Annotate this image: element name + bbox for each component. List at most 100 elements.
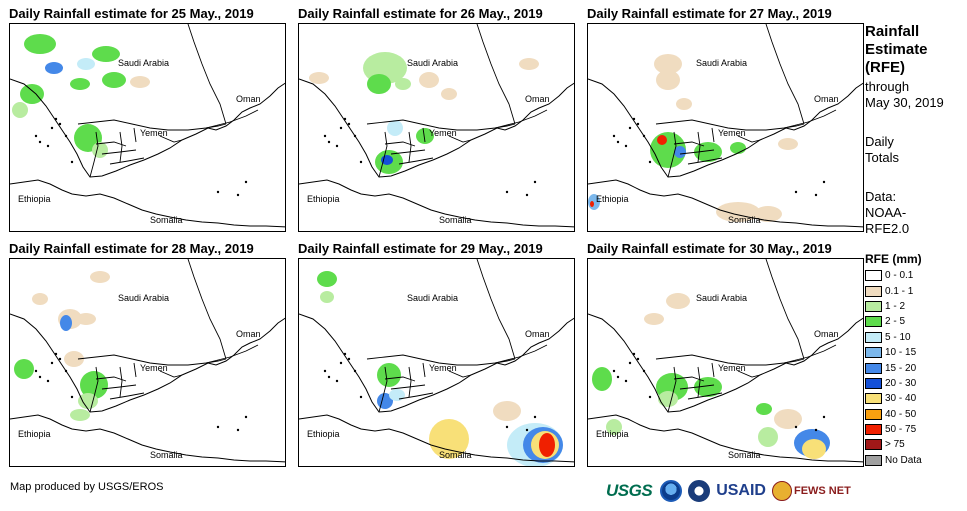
rain-cell — [694, 377, 722, 397]
admin-border — [366, 354, 516, 366]
country-borders — [588, 259, 863, 463]
logo-strip: USGS USAID FEWS NET — [606, 476, 851, 506]
island — [533, 415, 537, 419]
rainfall-map-28: Saudi Arabia Oman Yemen Ethiopia Somalia — [9, 258, 286, 467]
island — [533, 180, 537, 184]
island — [822, 415, 826, 419]
legend-label: No Data — [885, 454, 922, 466]
rain-cell — [758, 427, 778, 447]
island — [236, 428, 240, 432]
admin-border — [205, 344, 259, 364]
island — [54, 352, 58, 356]
legend-row: 20 - 30 — [865, 376, 922, 391]
rainfall-map-25: Saudi Arabia Oman Yemen Ethiopia Somalia — [9, 23, 286, 232]
admin-border — [737, 370, 761, 378]
arabia-coastline — [10, 78, 285, 178]
usaid-logo: USAID — [716, 482, 766, 499]
admin-border — [89, 131, 99, 178]
country-label-oman: Oman — [814, 329, 839, 339]
country-label-saudi: Saudi Arabia — [407, 58, 458, 68]
rainfall-map-26: Saudi Arabia Oman Yemen Ethiopia Somalia — [298, 23, 575, 232]
island — [648, 395, 652, 399]
legend-label: 2 - 5 — [885, 316, 906, 328]
island — [327, 140, 331, 144]
country-label-somalia: Somalia — [439, 215, 472, 225]
island — [632, 352, 636, 356]
rain-cell — [92, 142, 108, 158]
admin-border — [390, 384, 426, 390]
rain-cell — [590, 201, 594, 207]
country-label-ethiopia: Ethiopia — [307, 429, 340, 439]
island — [353, 134, 357, 138]
legend-row: 1 - 2 — [865, 299, 922, 314]
panel-title-29: Daily Rainfall estimate for 29 May., 201… — [298, 241, 543, 256]
country-label-somalia: Somalia — [439, 450, 472, 460]
rain-cell — [519, 58, 539, 70]
rain-cell — [644, 313, 664, 325]
admin-border — [398, 392, 434, 400]
legend-label: 1 - 2 — [885, 300, 906, 312]
island — [244, 415, 248, 419]
legend-swatch — [865, 347, 882, 359]
island — [525, 193, 529, 197]
island — [339, 361, 343, 365]
admin-border — [133, 127, 137, 143]
rain-cell — [419, 72, 439, 88]
legend-row: 40 - 50 — [865, 407, 922, 422]
rain-cell — [45, 62, 63, 74]
data-label: Data: — [865, 189, 897, 204]
island — [628, 361, 632, 365]
legend-swatch — [865, 285, 882, 297]
island — [628, 126, 632, 130]
map-labels: Saudi Arabia Oman Yemen Ethiopia Somalia — [18, 58, 261, 225]
rain-cell — [309, 72, 329, 84]
legend-swatch — [865, 408, 882, 420]
island — [632, 117, 636, 121]
admin-border — [697, 131, 701, 163]
admin-border — [494, 109, 548, 129]
panel-title-26: Daily Rainfall estimate for 26 May., 201… — [298, 6, 543, 21]
country-label-saudi: Saudi Arabia — [118, 293, 169, 303]
admin-border — [783, 344, 837, 364]
rain-cell — [76, 313, 96, 325]
island — [347, 357, 351, 361]
admin-border — [679, 149, 715, 155]
island — [58, 357, 62, 361]
sidebar-title-line-3: (RFE) — [865, 59, 905, 76]
legend-label: 50 - 75 — [885, 424, 917, 436]
island — [216, 190, 220, 194]
country-label-yemen: Yemen — [718, 363, 746, 373]
admin-border — [667, 131, 677, 178]
legend-swatch — [865, 331, 882, 343]
legend-row: > 75 — [865, 437, 922, 452]
island — [359, 395, 363, 399]
admin-border — [119, 131, 123, 163]
rain-cell — [754, 206, 782, 222]
admin-border — [205, 109, 259, 129]
map-labels: Saudi Arabia Oman Yemen Ethiopia Somalia — [596, 58, 839, 225]
rainfall-layer — [14, 271, 110, 421]
admin-border — [101, 149, 137, 155]
rain-cell — [802, 439, 826, 459]
country-label-saudi: Saudi Arabia — [407, 293, 458, 303]
rain-cell — [666, 293, 690, 309]
island — [38, 375, 42, 379]
through-date: May 30, 2019 — [865, 95, 944, 110]
rain-cell — [377, 363, 401, 387]
rain-cell — [60, 315, 72, 331]
rainfall-layer — [12, 34, 150, 158]
rain-cell — [90, 271, 110, 283]
legend-row: 30 - 40 — [865, 391, 922, 406]
island — [54, 117, 58, 121]
arabia-coastline — [588, 313, 863, 413]
arabia-coastline — [299, 78, 574, 178]
country-label-yemen: Yemen — [429, 363, 457, 373]
sidebar-title: Rainfall Estimate (RFE) — [865, 23, 965, 77]
island — [822, 180, 826, 184]
island — [64, 134, 68, 138]
island — [34, 369, 38, 373]
legend-label: > 75 — [885, 439, 905, 451]
island — [636, 357, 640, 361]
rain-cell — [592, 367, 612, 391]
map-labels: Saudi Arabia Oman Yemen Ethiopia Somalia — [18, 293, 261, 460]
